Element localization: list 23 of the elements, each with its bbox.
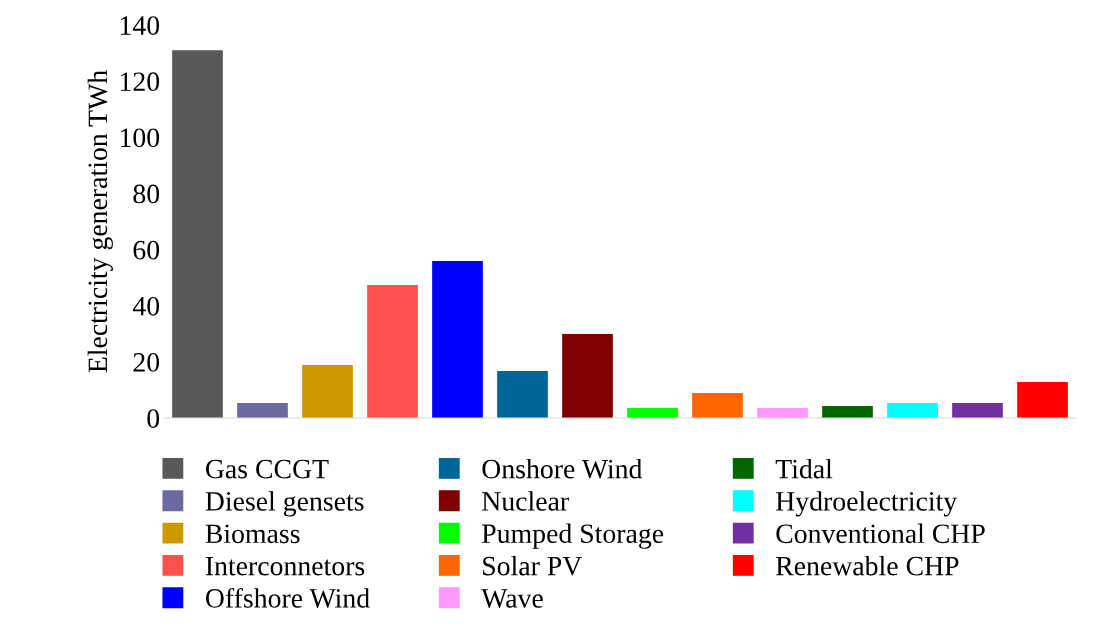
legend-label: Pumped Storage xyxy=(482,523,664,549)
legend-label: Renewable CHP xyxy=(775,555,959,576)
legend-label: Diesel gensets xyxy=(205,491,364,517)
legend-label: Onshore Wind xyxy=(482,458,643,479)
legend-label: Biomass xyxy=(205,524,300,544)
legend-label: Conventional CHP xyxy=(776,523,985,544)
legend-label: Solar PV xyxy=(483,555,583,576)
y-tick-label: 140 xyxy=(120,16,160,35)
y-axis-title: Electricity generation TWh xyxy=(87,70,113,373)
y-tick-label: 60 xyxy=(133,240,160,260)
legend-label: Interconnetors xyxy=(205,556,365,576)
legend-label: Tidal xyxy=(775,458,833,479)
y-tick-label: 100 xyxy=(120,128,160,148)
legend-label: Offshore Wind xyxy=(205,587,370,608)
y-tick-label: 120 xyxy=(120,72,160,92)
y-tick-label: 80 xyxy=(133,184,160,204)
legend-label: Gas CCGT xyxy=(205,459,329,479)
legend-label: Wave xyxy=(481,589,543,608)
legend-label: Hydroelectricity xyxy=(775,491,958,517)
legend-label: Nuclear xyxy=(482,491,569,511)
y-tick-label: 40 xyxy=(132,296,160,316)
y-tick-label: 20 xyxy=(133,353,160,372)
y-tick-label: 0 xyxy=(147,409,160,428)
